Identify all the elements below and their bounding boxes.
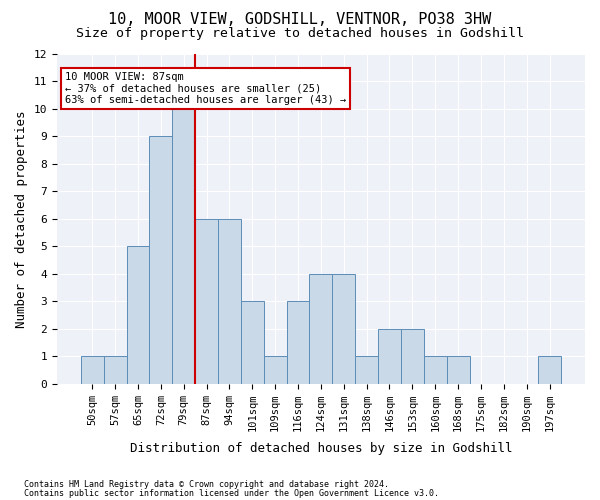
- Bar: [127, 246, 149, 384]
- Bar: [378, 328, 401, 384]
- Bar: [81, 356, 104, 384]
- Bar: [355, 356, 378, 384]
- Bar: [149, 136, 172, 384]
- Bar: [424, 356, 446, 384]
- Text: Contains HM Land Registry data © Crown copyright and database right 2024.: Contains HM Land Registry data © Crown c…: [24, 480, 389, 489]
- Bar: [104, 356, 127, 384]
- Bar: [241, 301, 264, 384]
- Bar: [264, 356, 287, 384]
- Bar: [538, 356, 561, 384]
- X-axis label: Distribution of detached houses by size in Godshill: Distribution of detached houses by size …: [130, 442, 512, 455]
- Bar: [195, 219, 218, 384]
- Bar: [172, 109, 195, 384]
- Bar: [446, 356, 470, 384]
- Bar: [287, 301, 310, 384]
- Y-axis label: Number of detached properties: Number of detached properties: [15, 110, 28, 328]
- Text: Size of property relative to detached houses in Godshill: Size of property relative to detached ho…: [76, 28, 524, 40]
- Bar: [401, 328, 424, 384]
- Text: 10, MOOR VIEW, GODSHILL, VENTNOR, PO38 3HW: 10, MOOR VIEW, GODSHILL, VENTNOR, PO38 3…: [109, 12, 491, 28]
- Bar: [218, 219, 241, 384]
- Text: Contains public sector information licensed under the Open Government Licence v3: Contains public sector information licen…: [24, 489, 439, 498]
- Text: 10 MOOR VIEW: 87sqm
← 37% of detached houses are smaller (25)
63% of semi-detach: 10 MOOR VIEW: 87sqm ← 37% of detached ho…: [65, 72, 346, 106]
- Bar: [332, 274, 355, 384]
- Bar: [310, 274, 332, 384]
